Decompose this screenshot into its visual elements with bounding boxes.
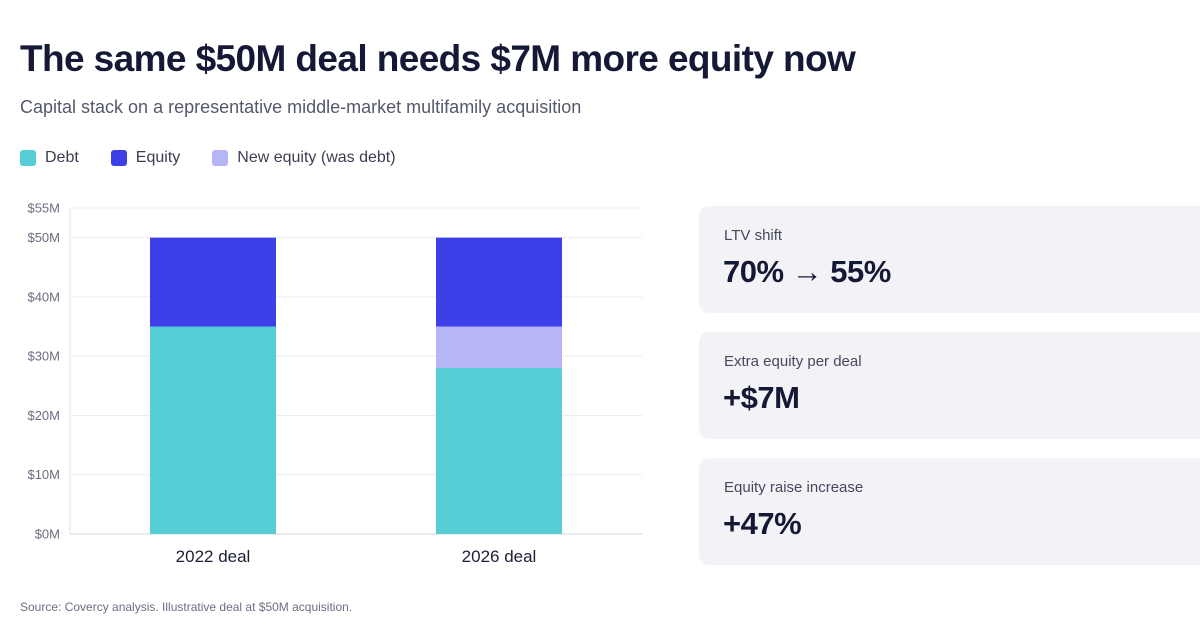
legend-item-debt: Debt	[20, 149, 79, 167]
stat-card-equity-raise: Equity raise increase +47%	[699, 458, 1200, 565]
stat-value-extra-equity: +$7M	[723, 380, 800, 415]
bar-segment	[150, 237, 276, 327]
stat-card-extra-equity: Extra equity per deal +$7M	[699, 332, 1200, 439]
y-tick-label: $30M	[27, 349, 60, 364]
stat-label-ltv-shift: LTV shift	[724, 227, 783, 244]
legend-swatch-new-equity	[212, 150, 229, 166]
bar-segment	[436, 326, 562, 369]
legend-item-equity: Equity	[110, 149, 181, 167]
legend-swatch-debt	[20, 150, 36, 166]
x-category-label: 2022 deal	[176, 547, 251, 566]
source-note: Source: Covercy analysis. Illustrative d…	[20, 600, 353, 614]
bar-segment	[436, 368, 562, 534]
legend-label-new-equity: New equity (was debt)	[237, 149, 396, 166]
y-tick-label: $0M	[35, 527, 60, 542]
bar-segment	[436, 237, 562, 327]
y-tick-label: $20M	[27, 408, 60, 423]
bar-segment	[150, 326, 276, 534]
legend-swatch-equity	[110, 150, 127, 166]
legend-item-new-equity: New equity (was debt)	[212, 149, 396, 167]
y-tick-label: $40M	[27, 289, 60, 304]
stat-value-equity-raise: +47%	[723, 506, 802, 541]
chart-legend: Debt Equity New equity (was debt)	[20, 149, 428, 167]
stat-label-extra-equity: Extra equity per deal	[724, 353, 862, 370]
legend-label-equity: Equity	[135, 149, 181, 166]
page-subtitle: Capital stack on a representative middle…	[20, 97, 582, 117]
stat-value-ltv-shift: 70% → 55%	[723, 254, 891, 289]
legend-label-debt: Debt	[45, 149, 79, 166]
x-category-label: 2026 deal	[462, 547, 537, 566]
y-tick-label: $55M	[27, 201, 60, 216]
y-tick-label: $50M	[27, 230, 60, 245]
stat-card-ltv-shift: LTV shift 70% → 55%	[699, 206, 1200, 313]
stat-label-equity-raise: Equity raise increase	[724, 479, 864, 496]
y-tick-label: $10M	[27, 467, 60, 482]
stacked-bar-chart: $0M $10M $20M $30M $40M $50M $55M 2022 deal 2026…	[27, 201, 642, 566]
page-title: The same $50M deal needs $7M more equity…	[20, 38, 856, 79]
